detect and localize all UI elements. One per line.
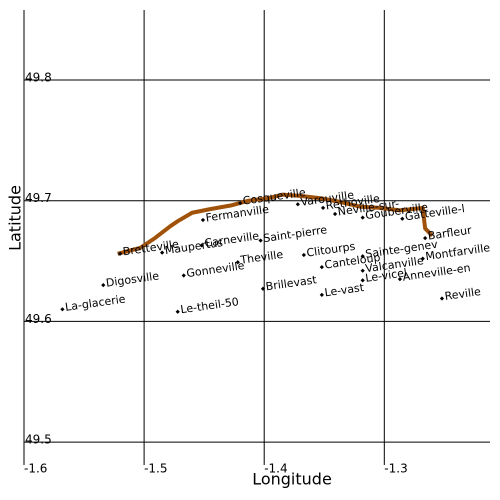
town-label: Le-vast bbox=[324, 281, 366, 299]
town-label: Digosville bbox=[105, 269, 160, 289]
town-point bbox=[320, 205, 326, 211]
town-point bbox=[200, 217, 206, 223]
town-point bbox=[319, 292, 324, 297]
town-point bbox=[397, 277, 403, 282]
coastline bbox=[117, 192, 434, 256]
y-tick-label: 49.7 bbox=[25, 191, 52, 205]
town-point bbox=[117, 251, 123, 256]
town-label: Fermanville bbox=[205, 203, 270, 225]
town-point bbox=[175, 309, 180, 314]
town-label: Le-theil-50 bbox=[180, 295, 240, 316]
town-label: Saint-pierre bbox=[262, 223, 328, 245]
town-point bbox=[235, 260, 240, 265]
town-label: Reville bbox=[444, 285, 482, 303]
town-point bbox=[420, 256, 425, 261]
town-label: Le-vicel bbox=[365, 266, 408, 285]
town-point bbox=[360, 215, 365, 220]
town-point bbox=[60, 307, 65, 312]
x-tick-label: -1.3 bbox=[384, 462, 407, 476]
town-point bbox=[181, 273, 186, 278]
town-label: La-glacerie bbox=[64, 292, 126, 313]
x-tick-label: -1.6 bbox=[24, 462, 47, 476]
town-point bbox=[260, 286, 266, 291]
town-point bbox=[319, 264, 324, 270]
town-point bbox=[101, 283, 106, 288]
y-axis-title: Latitude bbox=[6, 185, 25, 251]
town-point bbox=[159, 250, 165, 255]
town-point bbox=[360, 268, 365, 273]
town-point bbox=[439, 296, 445, 301]
town-point bbox=[400, 216, 405, 221]
town-point bbox=[360, 278, 365, 283]
town-label: Barfleur bbox=[427, 224, 473, 243]
town-point bbox=[258, 238, 263, 243]
town-point bbox=[295, 202, 300, 207]
town-point bbox=[360, 254, 365, 259]
x-tick-label: -1.4 bbox=[264, 462, 287, 476]
town-point bbox=[238, 200, 243, 206]
y-tick-label: 49.5 bbox=[25, 433, 52, 447]
town-label: Brillevast bbox=[265, 273, 318, 293]
town-label: Carneville bbox=[204, 229, 260, 250]
town-point bbox=[199, 243, 204, 248]
town-point bbox=[301, 252, 306, 258]
y-tick-label: 49.6 bbox=[25, 312, 52, 326]
town-label: Theville bbox=[239, 248, 285, 267]
town-point bbox=[332, 211, 338, 217]
x-axis-title: Longitude bbox=[252, 470, 332, 489]
y-tick-label: 49.8 bbox=[25, 71, 52, 85]
town-point bbox=[423, 235, 428, 241]
x-tick-label: -1.5 bbox=[144, 462, 167, 476]
